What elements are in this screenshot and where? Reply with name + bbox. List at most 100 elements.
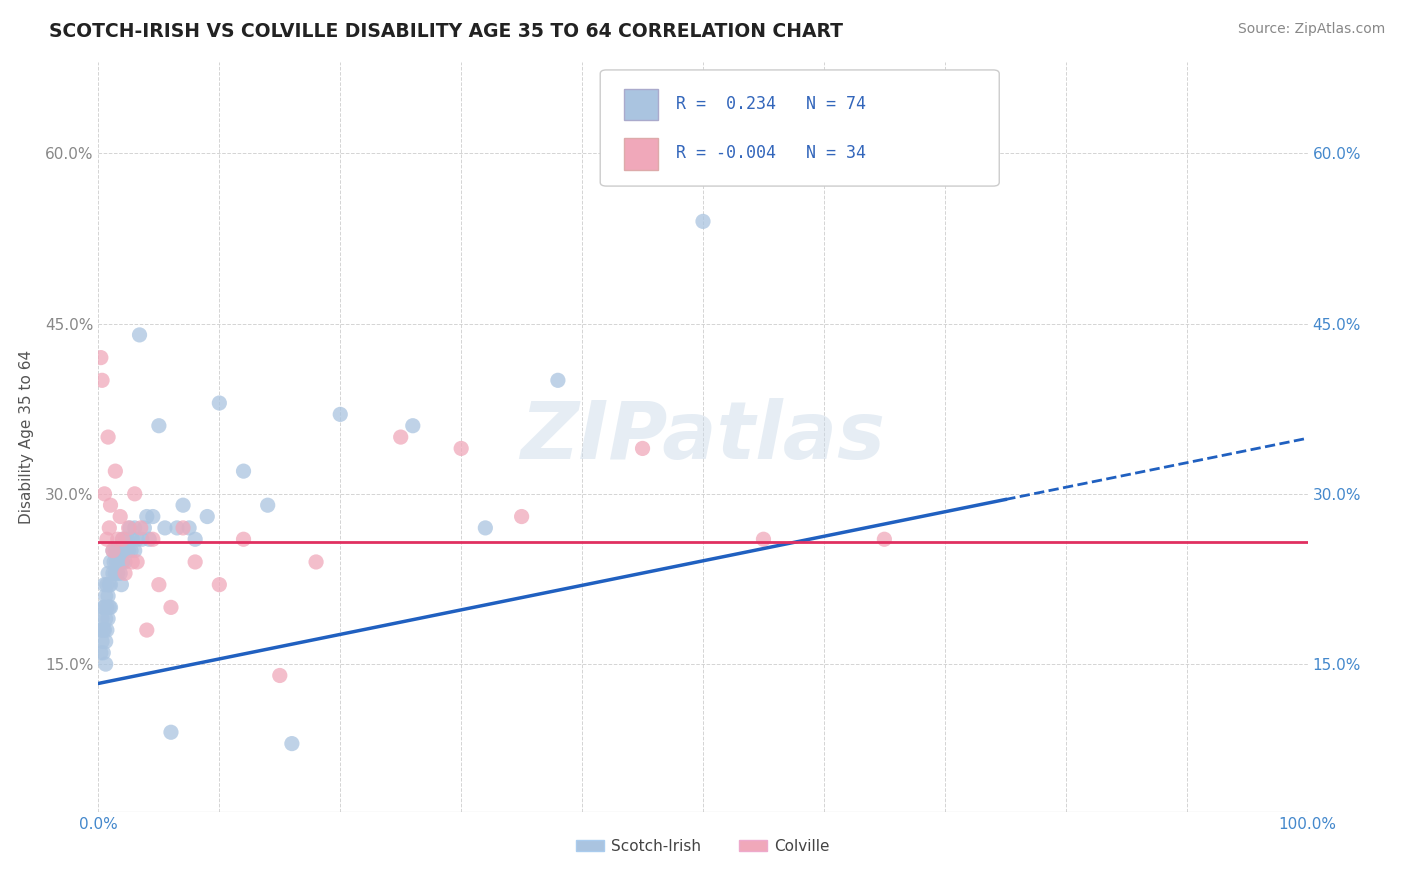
Point xyxy=(124,521,146,535)
Point xyxy=(107,533,129,547)
Point xyxy=(96,600,118,615)
Point xyxy=(108,543,131,558)
Point xyxy=(98,600,121,615)
Point xyxy=(172,521,194,535)
Point xyxy=(104,566,127,581)
Point xyxy=(124,487,146,501)
Point xyxy=(96,577,118,591)
FancyBboxPatch shape xyxy=(624,138,658,169)
Point xyxy=(90,646,112,660)
Point xyxy=(100,498,122,512)
Point xyxy=(256,498,278,512)
Point xyxy=(94,657,117,672)
Point xyxy=(142,533,165,547)
Point xyxy=(107,566,129,581)
Point xyxy=(474,521,496,535)
Point xyxy=(101,543,124,558)
Point xyxy=(547,373,569,387)
Point xyxy=(97,430,120,444)
Point xyxy=(104,464,127,478)
Point xyxy=(97,566,120,581)
Point xyxy=(90,351,112,365)
Point xyxy=(124,543,146,558)
Point xyxy=(138,533,160,547)
Point xyxy=(127,533,149,547)
Point xyxy=(104,543,127,558)
Point xyxy=(111,555,134,569)
Point xyxy=(105,555,128,569)
Point xyxy=(114,555,136,569)
FancyBboxPatch shape xyxy=(624,88,658,120)
Point xyxy=(93,577,115,591)
Point xyxy=(389,430,412,444)
Point xyxy=(134,521,156,535)
Point xyxy=(121,533,143,547)
Point xyxy=(160,600,183,615)
Point xyxy=(631,442,654,456)
Point xyxy=(208,396,231,410)
Point xyxy=(94,612,117,626)
Point xyxy=(100,600,122,615)
Point xyxy=(232,533,254,547)
Point xyxy=(450,442,472,456)
Point xyxy=(91,600,114,615)
Point xyxy=(96,623,118,637)
Point xyxy=(172,498,194,512)
Point xyxy=(101,566,124,581)
Point xyxy=(110,577,132,591)
Point xyxy=(402,418,425,433)
Point xyxy=(120,543,142,558)
Point xyxy=(90,623,112,637)
Point xyxy=(97,589,120,603)
Point xyxy=(118,543,141,558)
Point xyxy=(153,521,176,535)
Point xyxy=(129,521,152,535)
Point xyxy=(94,589,117,603)
Text: ZIPatlas: ZIPatlas xyxy=(520,398,886,476)
Point xyxy=(108,509,131,524)
Point xyxy=(179,521,201,535)
Text: SCOTCH-IRISH VS COLVILLE DISABILITY AGE 35 TO 64 CORRELATION CHART: SCOTCH-IRISH VS COLVILLE DISABILITY AGE … xyxy=(49,22,844,41)
Point xyxy=(91,634,114,648)
Point xyxy=(91,623,114,637)
Point xyxy=(135,509,157,524)
Point xyxy=(692,214,714,228)
Text: Source: ZipAtlas.com: Source: ZipAtlas.com xyxy=(1237,22,1385,37)
Point xyxy=(98,577,121,591)
Point xyxy=(91,373,114,387)
Point xyxy=(269,668,291,682)
Point xyxy=(117,533,139,547)
Point xyxy=(752,533,775,547)
Point xyxy=(142,509,165,524)
Point xyxy=(93,623,115,637)
Point xyxy=(128,327,150,342)
Point xyxy=(97,612,120,626)
Point xyxy=(115,543,138,558)
Point xyxy=(114,566,136,581)
Point xyxy=(127,555,149,569)
Point xyxy=(100,577,122,591)
Point xyxy=(305,555,328,569)
Point xyxy=(166,521,188,535)
Point xyxy=(208,577,231,591)
Point xyxy=(91,646,114,660)
Text: R = -0.004   N = 34: R = -0.004 N = 34 xyxy=(676,145,866,162)
Point xyxy=(94,634,117,648)
Point xyxy=(232,464,254,478)
Point xyxy=(184,533,207,547)
Point xyxy=(329,408,352,422)
Point xyxy=(281,737,304,751)
Text: R =  0.234   N = 74: R = 0.234 N = 74 xyxy=(676,95,866,112)
Point xyxy=(103,555,125,569)
Point xyxy=(111,533,134,547)
Point xyxy=(184,555,207,569)
Legend: Scotch-Irish, Colville: Scotch-Irish, Colville xyxy=(569,833,837,860)
Point xyxy=(873,533,896,547)
Point xyxy=(121,555,143,569)
Point xyxy=(114,533,136,547)
Point xyxy=(135,623,157,637)
Y-axis label: Disability Age 35 to 64: Disability Age 35 to 64 xyxy=(18,350,34,524)
Point xyxy=(510,509,533,524)
Point xyxy=(98,521,121,535)
Point xyxy=(112,543,135,558)
